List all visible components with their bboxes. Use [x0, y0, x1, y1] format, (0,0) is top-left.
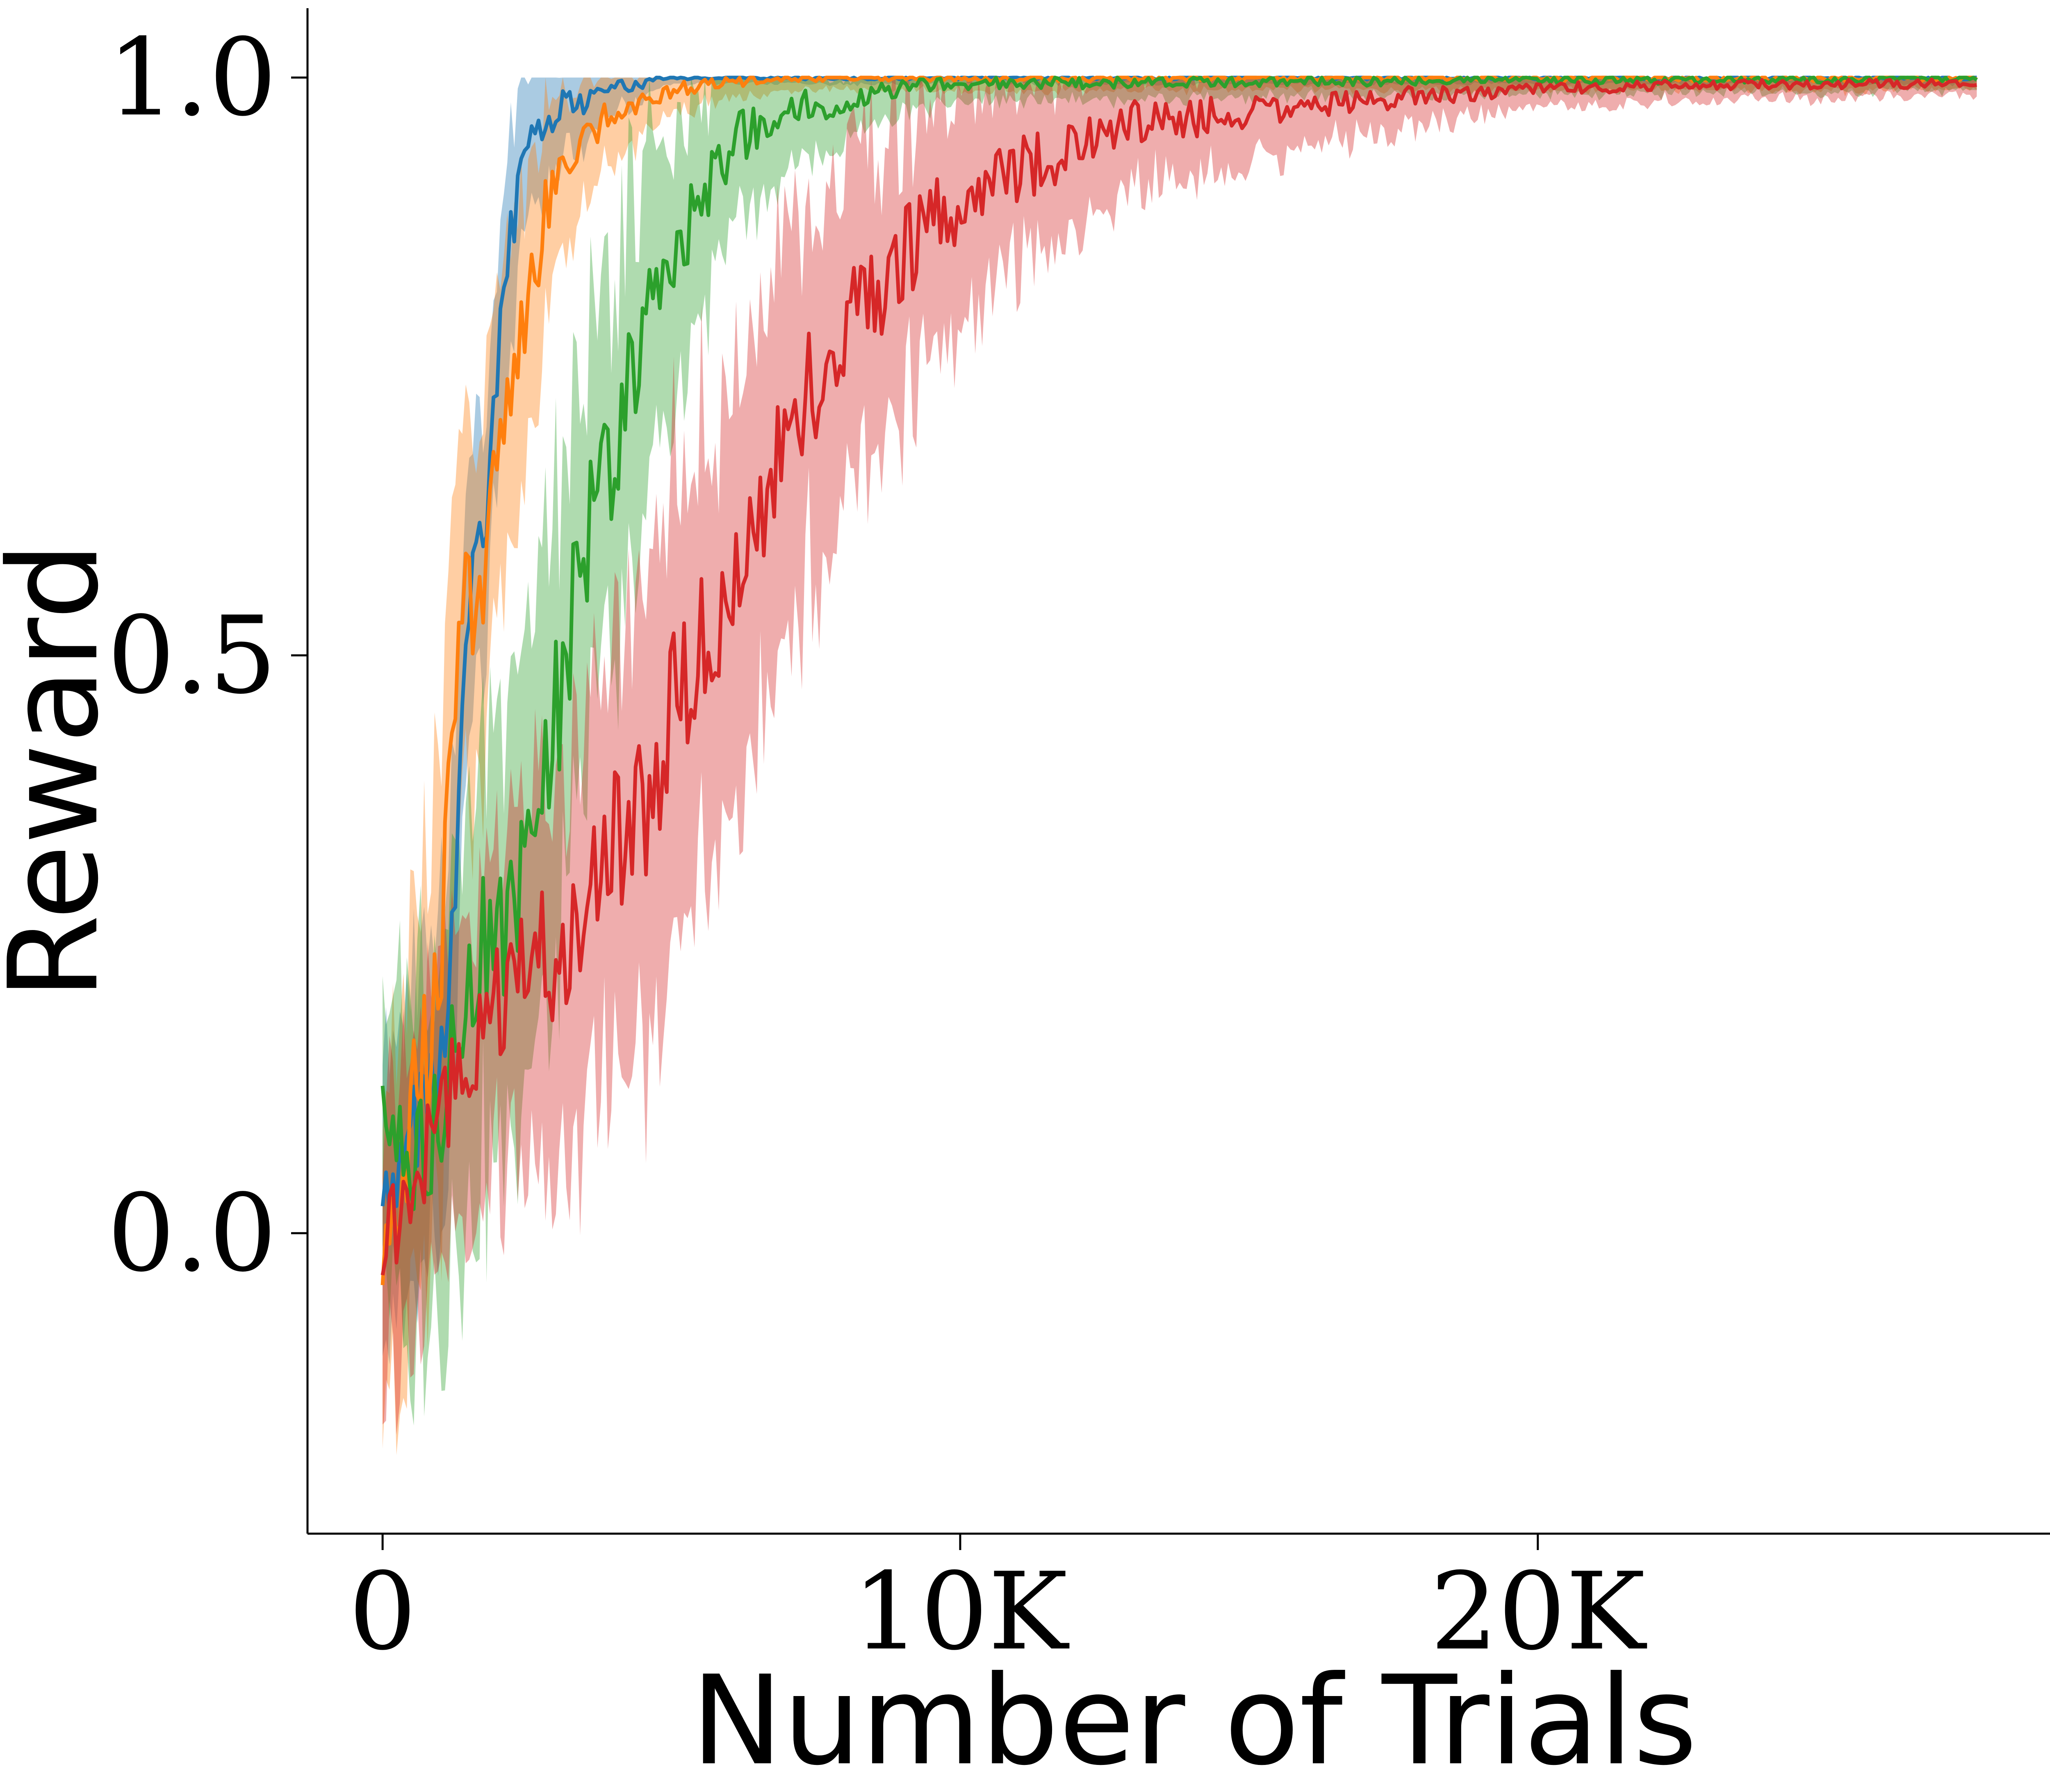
confidence-bands — [383, 78, 1977, 1455]
series-band — [383, 78, 1977, 1365]
y-ticks: 0.0 0.5 1.0 — [107, 16, 308, 1295]
x-ticks: 0 10K 20K — [348, 1534, 1647, 1674]
series-band — [383, 78, 1977, 1435]
series-line — [380, 75, 1978, 1286]
x-tick-label: 20K — [1430, 1550, 1647, 1674]
x-tick-label: 10K — [852, 1550, 1070, 1674]
y-tick-label: 0.0 — [107, 1172, 277, 1295]
y-axis-title: Reward — [0, 542, 125, 1000]
series-line — [380, 78, 1977, 1276]
y-tick-label: 1.0 — [107, 16, 277, 140]
y-tick-label: 0.5 — [107, 594, 277, 718]
x-axis-title: Number of Trials — [691, 1649, 1697, 1792]
x-tick-label: 0 — [348, 1550, 416, 1674]
series-lines — [380, 75, 1978, 1286]
